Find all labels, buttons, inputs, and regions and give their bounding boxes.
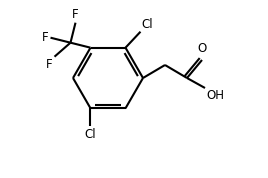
Text: O: O [197, 42, 207, 55]
Text: Cl: Cl [85, 128, 96, 141]
Text: OH: OH [206, 89, 224, 102]
Text: Cl: Cl [142, 18, 153, 31]
Text: F: F [72, 8, 79, 21]
Text: F: F [46, 58, 53, 71]
Text: F: F [42, 31, 49, 44]
